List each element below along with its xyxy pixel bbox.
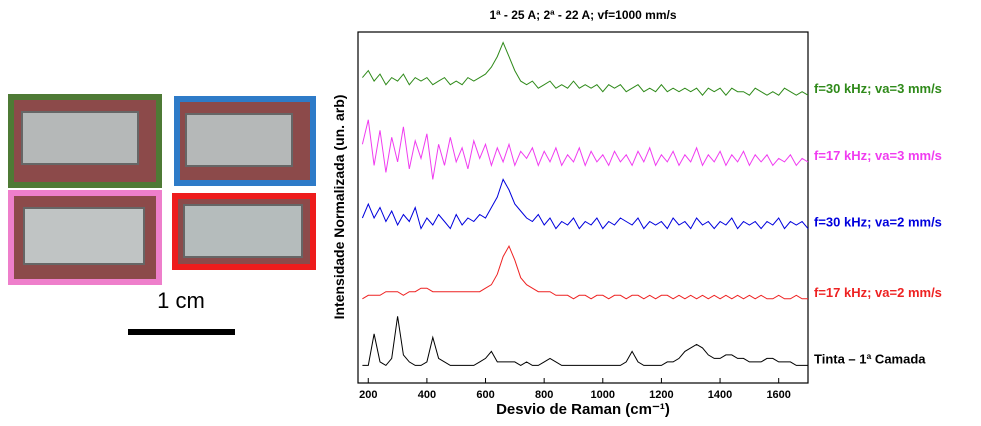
spectrum-line: [362, 316, 808, 367]
x-tick-label: 400: [418, 389, 436, 401]
x-tick-label: 600: [476, 389, 494, 401]
plot-frame: [357, 31, 809, 384]
spectrum-line: [361, 178, 809, 230]
x-tick-label: 1200: [649, 389, 673, 401]
x-tick-label: 1400: [708, 389, 732, 401]
x-tick-label: 200: [359, 389, 377, 401]
chart-title: 1ª - 25 A; 2ª - 22 A; vf=1000 mm/s: [489, 8, 676, 22]
photo-sample: [21, 111, 139, 165]
spectrum-line: [362, 244, 808, 300]
x-tick-label: 800: [535, 389, 553, 401]
series-label: f=17 kHz; va=3 mm/s: [814, 148, 942, 163]
scale-bar: [128, 329, 235, 335]
photos: 1 cm: [8, 94, 316, 335]
photo-sample: [183, 204, 303, 258]
x-tick-label: 1000: [591, 389, 615, 401]
scale-label: 1 cm: [157, 288, 205, 313]
series-label: f=30 kHz; va=2 mm/s: [814, 215, 942, 230]
y-axis-label: Intensidade Normalizada (un. arb): [331, 95, 347, 320]
series-label: Tinta – 1ª Camada: [814, 351, 926, 366]
series-label: f=30 kHz; va=3 mm/s: [814, 81, 942, 96]
series-label: f=17 kHz; va=2 mm/s: [814, 285, 942, 300]
x-axis-label: Desvio de Raman (cm⁻¹): [496, 401, 670, 418]
x-tick-label: 1600: [766, 389, 790, 401]
spectrum-line: [362, 41, 809, 96]
spectrum-line: [361, 119, 809, 180]
photo-sample: [185, 113, 293, 167]
photo-sample: [23, 207, 145, 265]
